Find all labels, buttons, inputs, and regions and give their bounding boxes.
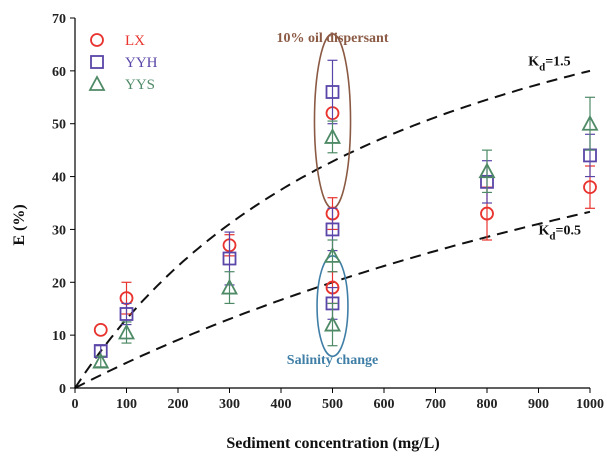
circle-marker (90, 33, 104, 47)
triangle-marker (323, 246, 342, 263)
x-tick-label: 0 (72, 397, 79, 412)
annotation-label: 10% oil dispersant (276, 31, 388, 46)
kd-curve-1 (74, 69, 591, 389)
square-marker (90, 55, 104, 69)
kd-label-value: =1.5 (545, 55, 570, 70)
circle-marker (480, 206, 494, 221)
legend-label: YYS (125, 77, 155, 93)
data-marks (92, 59, 599, 369)
y-tick-label: 10 (52, 329, 66, 344)
y-tick-label: 20 (52, 276, 66, 291)
annotation-label: Salinity change (287, 353, 378, 368)
x-tick-label: 700 (425, 397, 446, 412)
square-marker (222, 251, 237, 266)
annotations: 10% oil dispersant Salinity change (276, 31, 388, 368)
triangle-marker (92, 352, 110, 369)
triangle-marker (478, 162, 496, 179)
y-tick-label: 40 (52, 171, 66, 186)
x-tick-label: 900 (528, 397, 549, 412)
square-marker (119, 307, 134, 321)
x-tick-label: 600 (374, 397, 395, 412)
legend: LX YYH YYS (88, 33, 158, 93)
x-tick-label: 100 (116, 397, 137, 412)
kd-label-main: K (539, 224, 550, 239)
kd-label-value: =0.5 (556, 224, 581, 239)
triangle-marker (323, 128, 342, 144)
y-tick-label: 30 (52, 223, 66, 238)
triangle-marker (581, 114, 599, 131)
y-tick-label: 50 (52, 118, 66, 133)
x-tick-label: 500 (322, 397, 343, 412)
kd-curve-label: Kd=1.5 (528, 55, 571, 74)
y-axis-title: E (%) (11, 204, 28, 245)
triangle-marker (323, 315, 342, 332)
legend-label: YYH (125, 55, 158, 71)
y-tick-label: 0 (59, 382, 66, 397)
kd-label-main: K (528, 55, 539, 70)
x-tick-label: 1000 (576, 397, 604, 412)
axes: 0 100 200 300 400 500 600 700 800 900 1000 0 10 20 30 4… (52, 12, 604, 412)
legend-label: LX (125, 33, 145, 49)
x-tick-label: 400 (271, 397, 292, 412)
square-marker (325, 85, 340, 99)
kd-label-subscript: d (549, 231, 555, 243)
kd-curve-label: Kd=0.5 (539, 224, 582, 243)
x-tick-label: 300 (219, 397, 240, 412)
x-tick-label: 200 (168, 397, 189, 412)
triangle-marker (88, 75, 106, 91)
x-axis-title: Sediment concentration (mg/L) (226, 435, 439, 452)
y-tick-label: 60 (52, 65, 66, 80)
y-tick-label: 70 (52, 12, 66, 27)
kd-label-subscript: d (539, 62, 545, 74)
circle-marker (583, 180, 597, 195)
triangle-marker (117, 323, 136, 340)
square-marker (325, 222, 340, 237)
circle-marker (93, 322, 108, 337)
x-tick-label: 800 (477, 397, 498, 412)
triangle-marker (220, 278, 239, 295)
